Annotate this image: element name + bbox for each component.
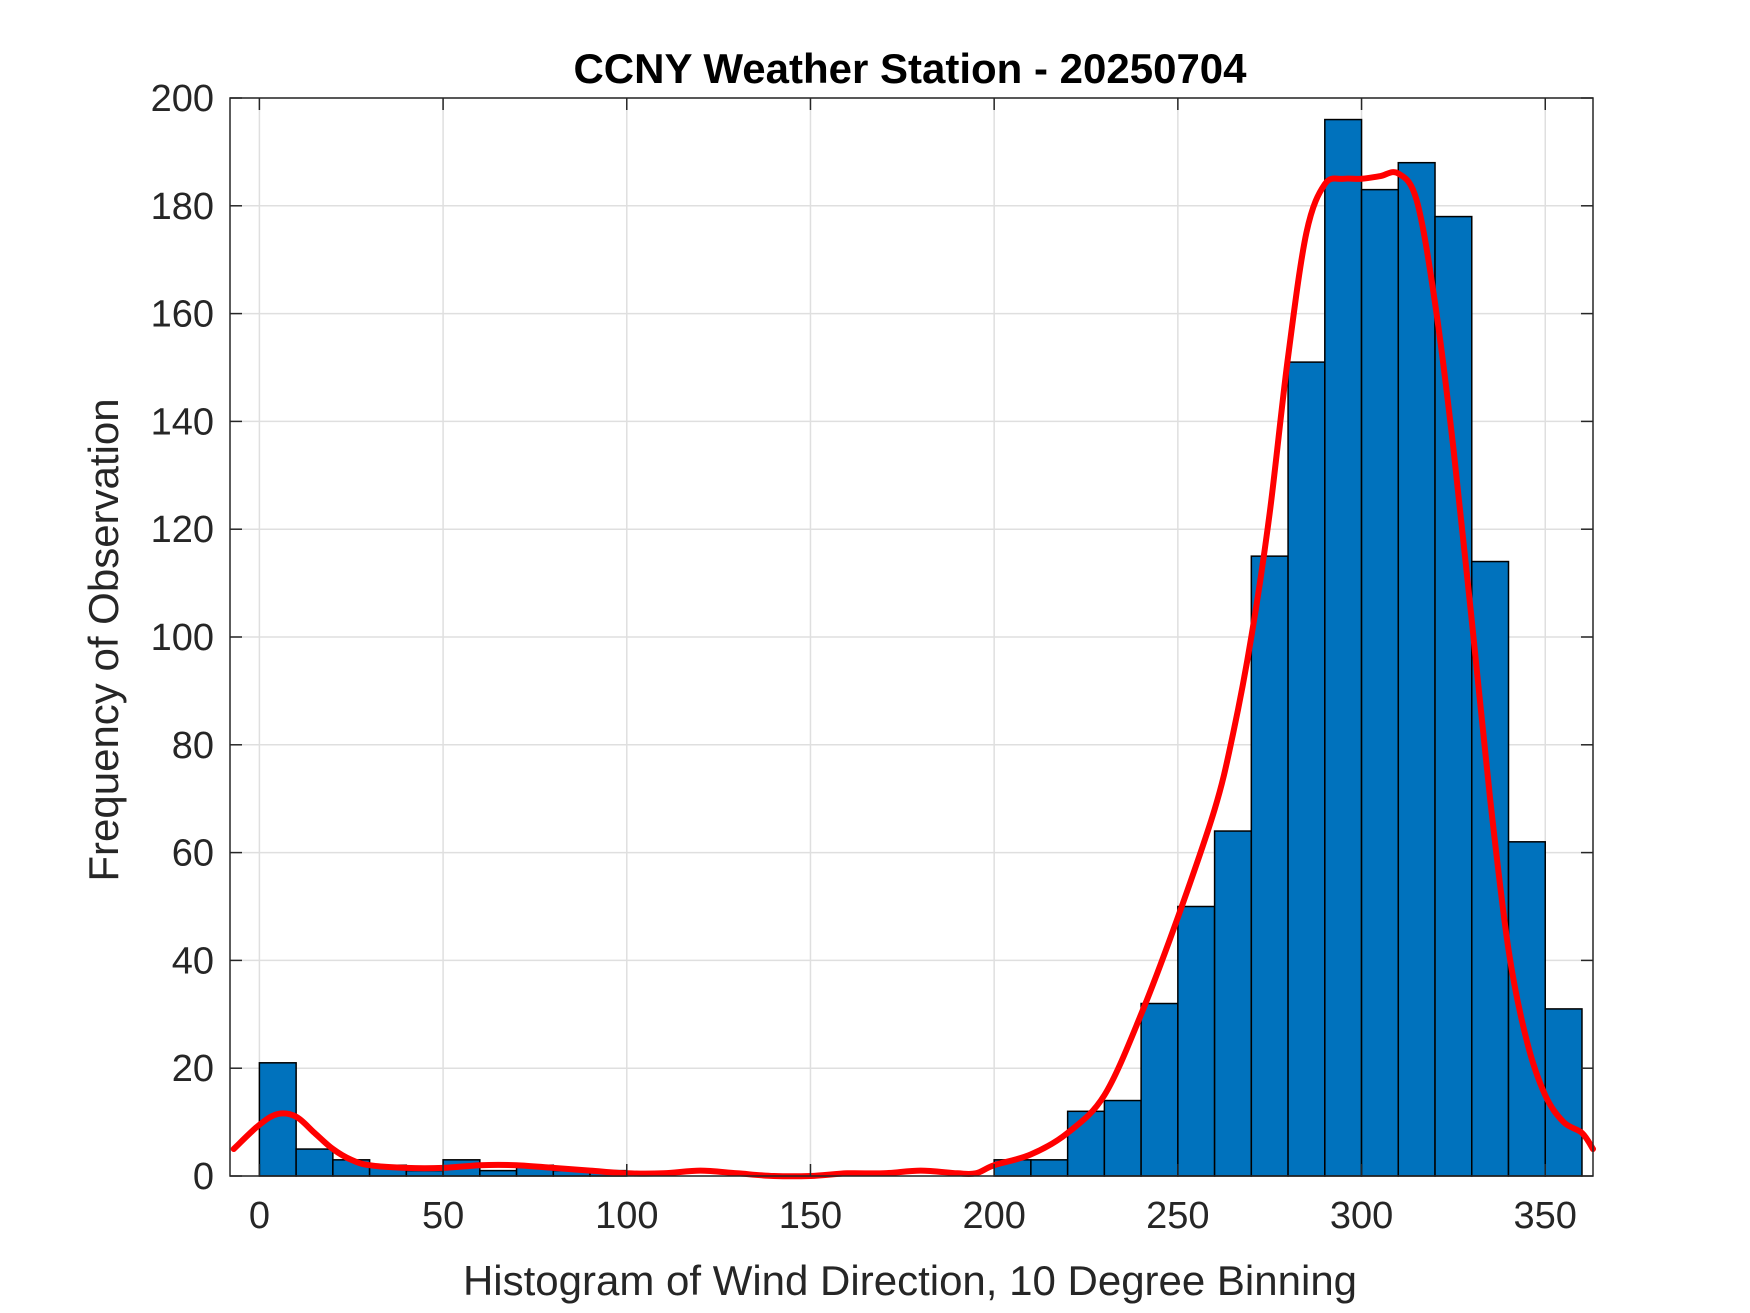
histogram-bar: [1140, 1002, 1179, 1177]
chart-title: CCNY Weather Station - 20250704: [573, 45, 1247, 92]
x-axis-label: Histogram of Wind Direction, 10 Degree B…: [463, 1257, 1357, 1304]
x-tick-label: 200: [962, 1195, 1025, 1237]
histogram-bar: [1213, 830, 1253, 1177]
fit-curve-group: [230, 169, 1596, 1180]
y-tick-label: 40: [172, 940, 214, 982]
x-tick-label: 300: [1330, 1195, 1393, 1237]
x-tick-label: 100: [595, 1195, 658, 1237]
histogram-bar: [1066, 1110, 1106, 1177]
x-tick-labels: 0 50 100 150 200 250 300 350: [249, 1195, 1577, 1237]
x-tick-label: 250: [1146, 1195, 1209, 1237]
x-tick-label: 50: [422, 1195, 464, 1237]
histogram-bar: [1030, 1159, 1069, 1177]
y-tick-label: 80: [172, 725, 214, 767]
y-tick-label: 120: [151, 509, 214, 551]
y-tick-label: 160: [151, 294, 214, 336]
histogram-bar: [1250, 555, 1289, 1177]
histogram-bar: [1103, 1099, 1142, 1177]
histogram-bar: [479, 1169, 518, 1177]
histogram-bar: [1287, 361, 1326, 1177]
y-tick-label: 20: [172, 1048, 214, 1090]
y-axis-label: Frequency of Observation: [80, 398, 127, 881]
histogram-bar: [1507, 841, 1546, 1177]
y-tick-label: 100: [151, 617, 214, 659]
y-tick-label: 0: [193, 1156, 214, 1198]
histogram-bar: [405, 1169, 444, 1177]
tick-marks: [230, 97, 1593, 1177]
x-tick-label: 0: [249, 1195, 270, 1237]
fit-curve: [230, 169, 1596, 1180]
y-tick-label: 60: [172, 833, 214, 875]
histogram-bar: [295, 1148, 334, 1177]
y-tick-labels: 0 20 40 60 80 100 120 140 160 180 200: [151, 78, 214, 1198]
histogram-bar: [1397, 161, 1436, 1177]
x-tick-label: 350: [1514, 1195, 1577, 1237]
x-tick-label: 150: [779, 1195, 842, 1237]
histogram-bar: [1324, 118, 1363, 1177]
histogram-bar: [1177, 905, 1216, 1177]
y-tick-label: 180: [151, 186, 214, 228]
histogram-bars: [258, 118, 1583, 1177]
histogram-bar: [1544, 1008, 1583, 1177]
y-tick-label: 200: [151, 78, 214, 120]
y-tick-label: 140: [151, 401, 214, 443]
histogram-bar: [1360, 188, 1400, 1177]
